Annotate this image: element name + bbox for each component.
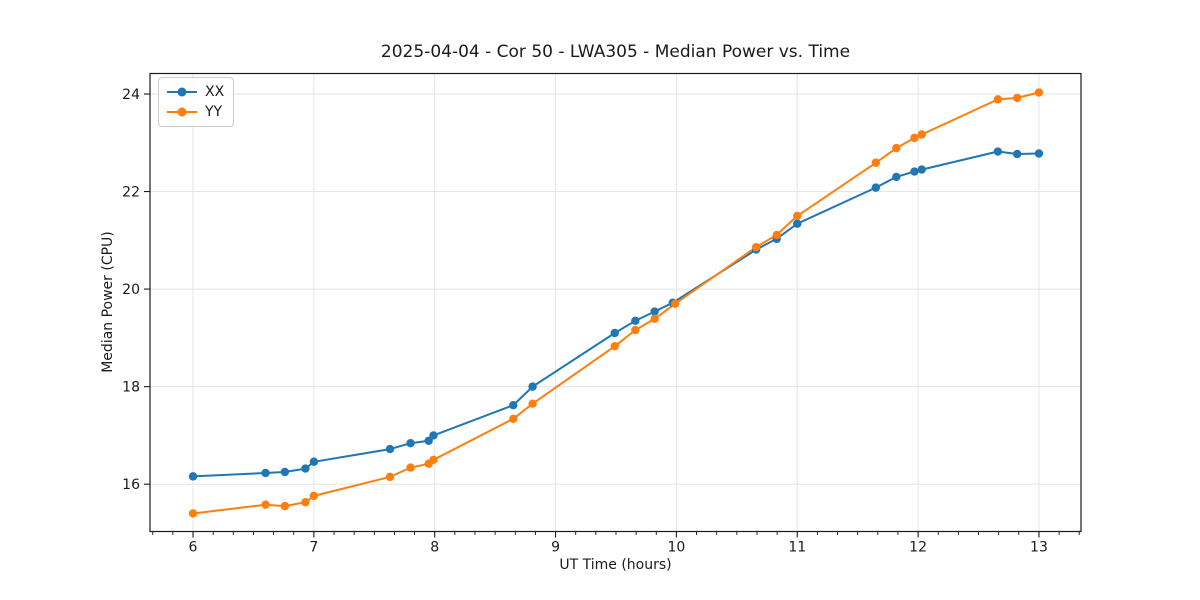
y-tick-label: 22 (122, 185, 140, 201)
data-point-yy (871, 158, 881, 167)
series-line-xx (192, 150, 1039, 478)
legend: XX YY (158, 77, 235, 127)
y-tick-label: 24 (122, 87, 140, 103)
y-axis-label: Median Power (CPU) (100, 231, 116, 373)
axes-frame (149, 72, 1082, 533)
x-axis-label: UT Time (hours) (559, 557, 672, 573)
data-point-yy (772, 230, 781, 240)
data-point-xx (917, 165, 926, 174)
data-point-xx (188, 472, 198, 481)
data-point-xx (429, 431, 438, 440)
x-tick-label: 8 (430, 540, 439, 556)
data-point-xx (509, 400, 518, 410)
data-point-yy (910, 133, 919, 143)
data-point-xx (406, 439, 415, 448)
data-point-xx (631, 316, 640, 325)
x-tick-label: 10 (667, 540, 685, 556)
x-tick-label: 9 (551, 540, 560, 556)
data-point-yy (301, 498, 310, 507)
data-point-yy (917, 130, 926, 139)
data-point-xx (650, 307, 659, 316)
legend-item-yy: YY (166, 102, 224, 122)
data-point-xx (892, 172, 901, 182)
x-tick-label: 7 (309, 540, 318, 556)
legend-item-xx: XX (166, 82, 224, 102)
data-point-xx (610, 328, 619, 338)
y-tick-label: 20 (122, 282, 140, 298)
data-point-xx (871, 183, 881, 192)
data-point-xx (424, 436, 433, 445)
data-point-yy (1034, 88, 1044, 97)
legend-label: YY (205, 104, 223, 120)
data-point-yy (429, 455, 438, 465)
data-point-yy (993, 95, 1003, 104)
data-point-xx (309, 457, 319, 466)
data-point-xx (910, 167, 919, 176)
data-point-yy (261, 500, 270, 509)
data-point-yy (892, 143, 901, 153)
data-point-xx (793, 219, 802, 228)
legend-line-marker-icon (167, 107, 197, 117)
data-point-yy (528, 399, 537, 408)
data-point-yy (610, 341, 619, 351)
data-point-yy (406, 463, 415, 472)
data-point-yy (188, 509, 198, 518)
data-point-xx (301, 464, 310, 473)
data-point-yy (793, 211, 802, 221)
data-point-yy (751, 242, 761, 252)
data-point-xx (1012, 149, 1022, 159)
data-point-xx (528, 382, 537, 391)
x-tick-label: 13 (1030, 540, 1048, 556)
x-tick-label: 11 (788, 540, 806, 556)
y-tick-label: 18 (122, 380, 140, 396)
legend-label: XX (205, 84, 225, 100)
data-point-yy (309, 491, 319, 501)
x-tick-label: 12 (909, 540, 927, 556)
data-point-xx (385, 444, 395, 454)
data-point-yy (509, 414, 518, 424)
data-point-yy (1012, 93, 1022, 103)
data-point-yy (631, 325, 640, 335)
data-point-yy (385, 472, 395, 482)
data-point-yy (650, 314, 659, 324)
data-point-yy (280, 501, 290, 511)
series-line-yy (192, 91, 1040, 515)
chart-title: 2025-04-04 - Cor 50 - LWA305 - Median Po… (380, 42, 851, 62)
data-point-xx (280, 467, 290, 477)
data-point-yy (670, 299, 680, 308)
legend-line-marker-icon (167, 87, 197, 97)
data-point-xx (993, 147, 1003, 156)
data-point-xx (261, 468, 270, 478)
data-point-xx (1034, 149, 1044, 158)
y-tick-label: 16 (122, 477, 140, 493)
x-tick-label: 6 (189, 540, 198, 556)
